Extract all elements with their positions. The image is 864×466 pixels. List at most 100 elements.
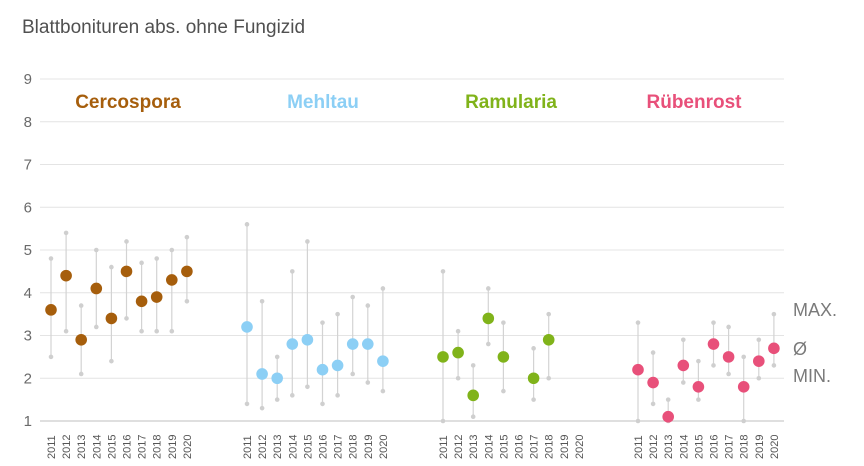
mean-point xyxy=(150,291,163,303)
mean-point xyxy=(256,368,268,380)
min-marker xyxy=(94,324,99,330)
max-marker xyxy=(290,269,295,274)
min-marker xyxy=(741,418,746,424)
y-tick-label: 6 xyxy=(24,199,32,216)
mean-point xyxy=(181,265,193,278)
data-points xyxy=(45,265,780,423)
x-tick-label: 2020 xyxy=(574,435,586,459)
mean-point xyxy=(286,338,299,350)
gridlines xyxy=(40,78,784,422)
max-marker xyxy=(94,247,99,253)
x-tick-label: 2017 xyxy=(529,435,541,459)
legend-max-label: MAX. xyxy=(793,300,837,320)
mean-point xyxy=(542,333,555,346)
x-tick-label: 2014 xyxy=(91,435,103,459)
min-marker xyxy=(244,401,250,407)
mean-point xyxy=(662,410,674,423)
y-tick-label: 9 xyxy=(24,71,32,88)
mean-point xyxy=(90,282,103,295)
min-marker xyxy=(350,371,356,377)
min-marker xyxy=(546,375,551,381)
max-marker xyxy=(380,286,386,291)
x-tick-label: 2019 xyxy=(559,435,571,459)
mean-point xyxy=(527,372,540,385)
min-marker xyxy=(681,380,686,385)
x-tick-label: 2018 xyxy=(152,435,164,459)
x-tick-label: 2017 xyxy=(333,435,345,459)
mean-point xyxy=(362,338,374,350)
x-tick-label: 2012 xyxy=(453,435,465,459)
mean-point xyxy=(60,269,72,282)
min-marker xyxy=(365,380,371,385)
max-marker xyxy=(78,303,84,308)
mean-point xyxy=(753,355,765,367)
max-marker xyxy=(531,346,536,351)
y-tick-label: 8 xyxy=(24,114,32,131)
max-marker xyxy=(726,324,731,330)
legend: MAX. Ø MIN. xyxy=(793,300,837,386)
group-label: Ramularia xyxy=(465,92,557,113)
y-tick-label: 4 xyxy=(24,285,32,302)
mean-point xyxy=(135,295,148,308)
max-marker xyxy=(665,397,671,402)
mean-point xyxy=(241,321,253,333)
max-marker xyxy=(771,311,777,317)
max-marker xyxy=(259,299,265,304)
min-marker xyxy=(380,388,386,394)
mean-point xyxy=(467,389,480,402)
max-marker xyxy=(274,354,280,360)
min-marker xyxy=(184,299,190,304)
y-axis-ticks: 1 2 3 4 5 6 7 8 9 xyxy=(24,71,32,430)
max-marker xyxy=(63,230,69,236)
max-marker xyxy=(546,311,551,317)
max-marker xyxy=(335,311,340,317)
max-marker xyxy=(711,320,716,325)
max-marker xyxy=(365,303,371,308)
x-tick-label: 2017 xyxy=(137,435,149,459)
x-tick-label: 2016 xyxy=(709,435,721,459)
x-tick-label: 2016 xyxy=(514,435,526,459)
min-marker xyxy=(531,397,536,402)
min-marker xyxy=(650,401,656,407)
max-marker xyxy=(486,286,491,291)
mean-point xyxy=(377,355,389,367)
x-tick-label: 2016 xyxy=(122,435,134,459)
chart-title: Blattbonituren abs. ohne Fungizid xyxy=(22,17,306,38)
x-tick-label: 2012 xyxy=(648,435,660,459)
mean-point xyxy=(707,338,720,350)
max-marker xyxy=(756,337,762,343)
mean-point xyxy=(482,312,495,325)
min-marker xyxy=(635,418,641,424)
mean-point xyxy=(632,363,644,376)
x-tick-label: 2013 xyxy=(272,435,284,459)
min-marker xyxy=(440,418,446,424)
min-marker xyxy=(335,393,340,398)
mean-point xyxy=(497,351,510,363)
x-tick-label: 2018 xyxy=(348,435,360,459)
mean-point xyxy=(452,346,464,359)
max-marker xyxy=(124,239,129,244)
max-marker xyxy=(154,256,159,261)
y-tick-label: 5 xyxy=(24,242,32,259)
min-marker xyxy=(486,341,491,347)
group-label: Cercospora xyxy=(75,92,181,113)
x-tick-label: 2011 xyxy=(46,435,58,459)
min-marker xyxy=(154,328,159,334)
x-tick-label: 2011 xyxy=(242,435,254,459)
mean-point xyxy=(271,372,284,385)
legend-mean-label: Ø xyxy=(793,339,807,359)
x-tick-label: 2018 xyxy=(739,435,751,459)
x-tick-label: 2015 xyxy=(498,435,510,459)
x-tick-label: 2015 xyxy=(693,435,705,459)
mean-point xyxy=(331,359,344,372)
min-marker xyxy=(124,316,129,321)
mean-point xyxy=(301,333,314,346)
x-tick-label: 2013 xyxy=(76,435,88,459)
mean-point xyxy=(346,338,359,350)
x-tick-label: 2019 xyxy=(754,435,766,459)
x-tick-label: 2015 xyxy=(302,435,314,459)
x-axis-ticks: 2011 2012 2013 2014 2015 2016 2017 2018 2019 2020… xyxy=(46,435,781,459)
max-marker xyxy=(696,358,701,364)
x-tick-label: 2014 xyxy=(287,435,299,459)
